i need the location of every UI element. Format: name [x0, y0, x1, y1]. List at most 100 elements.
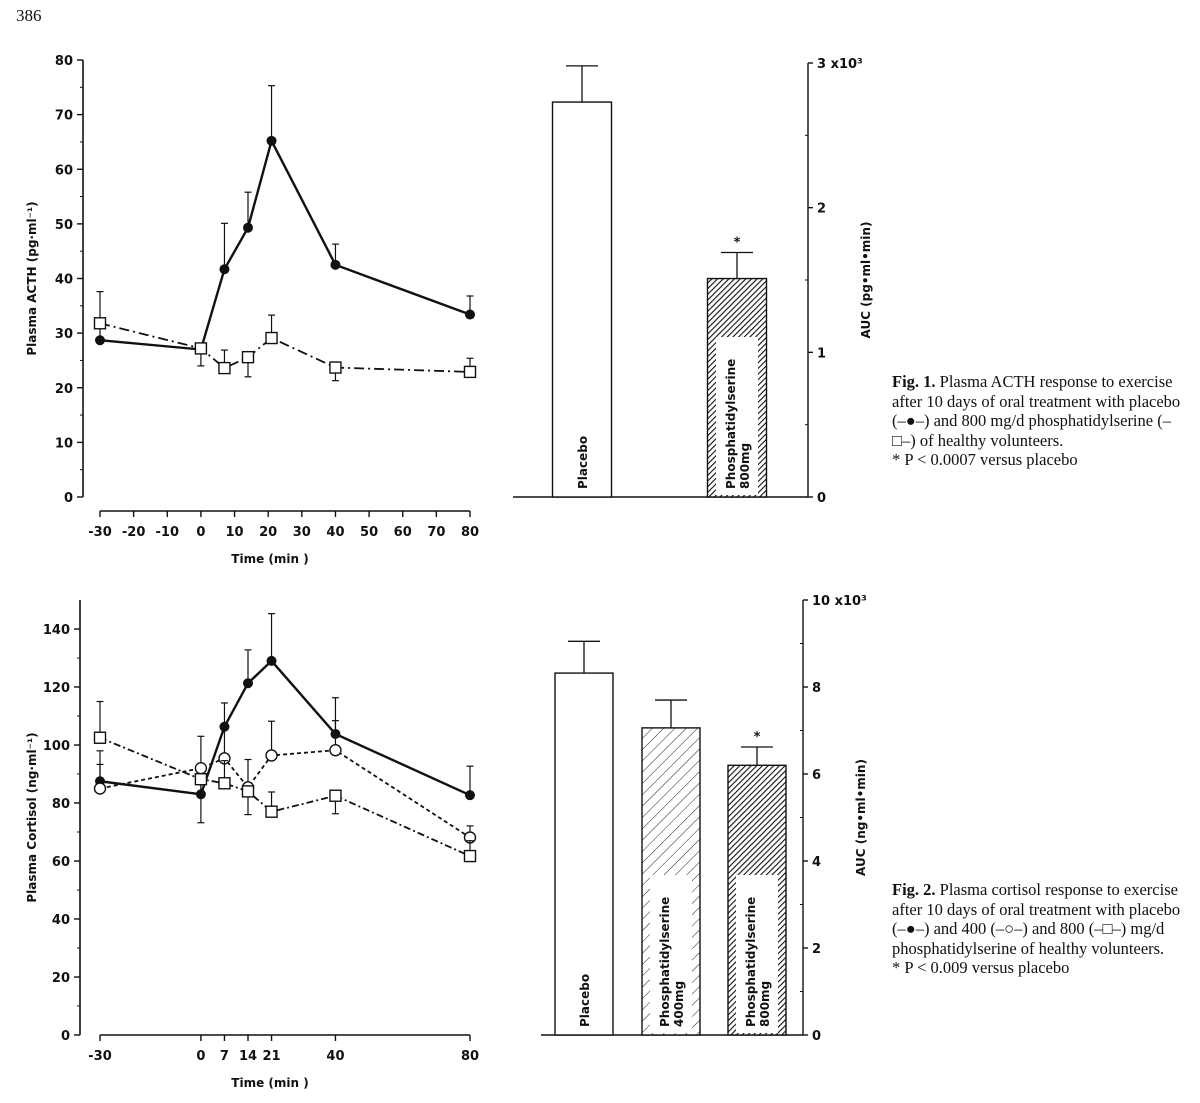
data-point: [93, 317, 107, 330]
x-tick-label: -20: [122, 525, 146, 540]
fig1-caption-label: Fig. 1.: [892, 372, 936, 391]
y-tick-label: 4: [812, 855, 821, 870]
x-tick-label: 60: [394, 525, 412, 540]
x-tick-label: -30: [88, 1049, 112, 1064]
y-tick-label: 60: [55, 163, 73, 178]
page-number: 386: [16, 6, 42, 25]
data-point: [329, 789, 342, 802]
significance-marker: *: [754, 730, 761, 745]
data-point: [93, 782, 107, 795]
y-tick-label: 0: [64, 491, 73, 506]
x-tick-label: 70: [427, 525, 445, 540]
x-tick-label: 10: [225, 525, 243, 540]
y-tick-label: 0: [817, 491, 826, 506]
data-point: [95, 335, 105, 346]
y-axis-title: AUC (ng•ml•min): [854, 759, 868, 876]
x-tick-label: 50: [360, 525, 378, 540]
y-tick-label: 60: [52, 855, 70, 870]
x-tick-label: 80: [461, 525, 479, 540]
fig2-caption-text: Plasma cortisol response to exercise aft…: [892, 880, 1181, 958]
y-tick-label: 120: [43, 681, 70, 696]
data-point: [465, 790, 475, 801]
bar-category-label: Phosphatidylserine800mg: [724, 359, 752, 489]
data-point: [330, 259, 341, 270]
x-tick-label: -10: [156, 525, 180, 540]
series-phosphatidylserine-400-mg-d: [93, 720, 477, 844]
series-line: [99, 736, 471, 857]
x-tick-label: 14: [239, 1049, 257, 1064]
data-point: [265, 805, 278, 818]
fig2-cortisol-auc-bar-chart: 0 2 4 6 8 10 x10³ AUC (ng•ml•min) Placebo Phosph…: [541, 594, 868, 1044]
y-tick-label: 50: [55, 218, 73, 233]
y-tick-label: 80: [52, 797, 70, 812]
y-tick-label: 40: [55, 273, 73, 288]
bar-label-box: [716, 337, 758, 495]
y-tick-label: 10: [55, 436, 73, 451]
y-tick-label: 3 x10³: [817, 57, 863, 72]
x-axis-title: Time (min ): [231, 1076, 308, 1090]
series-line: [99, 749, 471, 839]
bar-label-box: [650, 875, 692, 1033]
y-tick-label: 2: [817, 202, 826, 217]
series-phosphatidylserine-800-mg-d: [93, 700, 477, 863]
bar-category-label: Placebo: [576, 436, 590, 489]
bar-category-label: Placebo: [578, 974, 592, 1027]
significance-marker: *: [734, 236, 741, 251]
data-point: [218, 361, 231, 375]
bar-placebo: [551, 101, 613, 498]
y-tick-label: 70: [55, 109, 73, 124]
y-tick-label: 140: [43, 623, 70, 638]
y-tick-label: 20: [55, 382, 73, 397]
data-point: [241, 350, 255, 364]
y-tick-label: 100: [43, 739, 70, 754]
series-placebo: [95, 85, 475, 355]
data-point: [265, 331, 278, 345]
fig1-caption-footnote: * P < 0.0007 versus placebo: [892, 450, 1078, 469]
y-tick-label: 10 x10³: [812, 594, 867, 609]
data-point: [218, 777, 231, 790]
x-tick-label: 40: [326, 525, 344, 540]
data-point: [266, 135, 277, 146]
bar-label-box: [736, 875, 778, 1033]
data-point: [93, 731, 107, 744]
y-tick-label: 6: [812, 768, 821, 783]
x-tick-label: 30: [293, 525, 311, 540]
data-point: [194, 773, 208, 786]
y-tick-label: 40: [52, 913, 70, 928]
fig2-caption-footnote: * P < 0.009 versus placebo: [892, 958, 1070, 977]
data-point: [463, 849, 477, 863]
y-tick-label: 8: [812, 681, 821, 696]
x-tick-label: -30: [88, 525, 112, 540]
x-axis-title: Time (min ): [231, 552, 308, 566]
fig1-acth-auc-bar-chart: 0 1 2 3 x10³ AUC (pg•ml•min) Placebo * Phosphat…: [513, 57, 873, 506]
y-tick-label: 0: [812, 1029, 821, 1044]
y-axis-title: AUC (pg•ml•min): [859, 222, 873, 339]
data-point: [265, 749, 278, 762]
x-tick-label: 40: [326, 1049, 344, 1064]
y-axis-title: Plasma ACTH (pg·ml⁻¹): [25, 201, 39, 355]
data-point: [243, 678, 253, 689]
data-point: [241, 785, 255, 798]
y-axis-title: Plasma Cortisol (ng·ml⁻¹): [25, 732, 39, 902]
fig1-caption-text: Plasma ACTH response to exercise after 1…: [892, 372, 1181, 450]
bar-category-label: Phosphatidylserine800mg: [744, 897, 772, 1027]
data-point: [194, 342, 208, 355]
series-line: [99, 137, 471, 351]
data-point: [219, 264, 230, 275]
y-tick-label: 0: [61, 1029, 70, 1044]
x-tick-label: 0: [196, 525, 205, 540]
data-point: [243, 222, 253, 233]
fig2-caption-label: Fig. 2.: [892, 880, 936, 899]
series-placebo: [95, 613, 475, 801]
y-tick-label: 30: [55, 327, 73, 342]
fig2-caption: Fig. 2. Plasma cortisol response to exer…: [892, 880, 1192, 978]
bar-category-label: Phosphatidylserine400mg: [658, 897, 686, 1027]
data-point: [465, 309, 475, 320]
series-phosphatidylserine-800-mg-d: [93, 291, 477, 382]
data-point: [194, 762, 208, 775]
data-point: [266, 655, 277, 666]
x-tick-label: 21: [262, 1049, 280, 1064]
data-point: [329, 744, 342, 757]
